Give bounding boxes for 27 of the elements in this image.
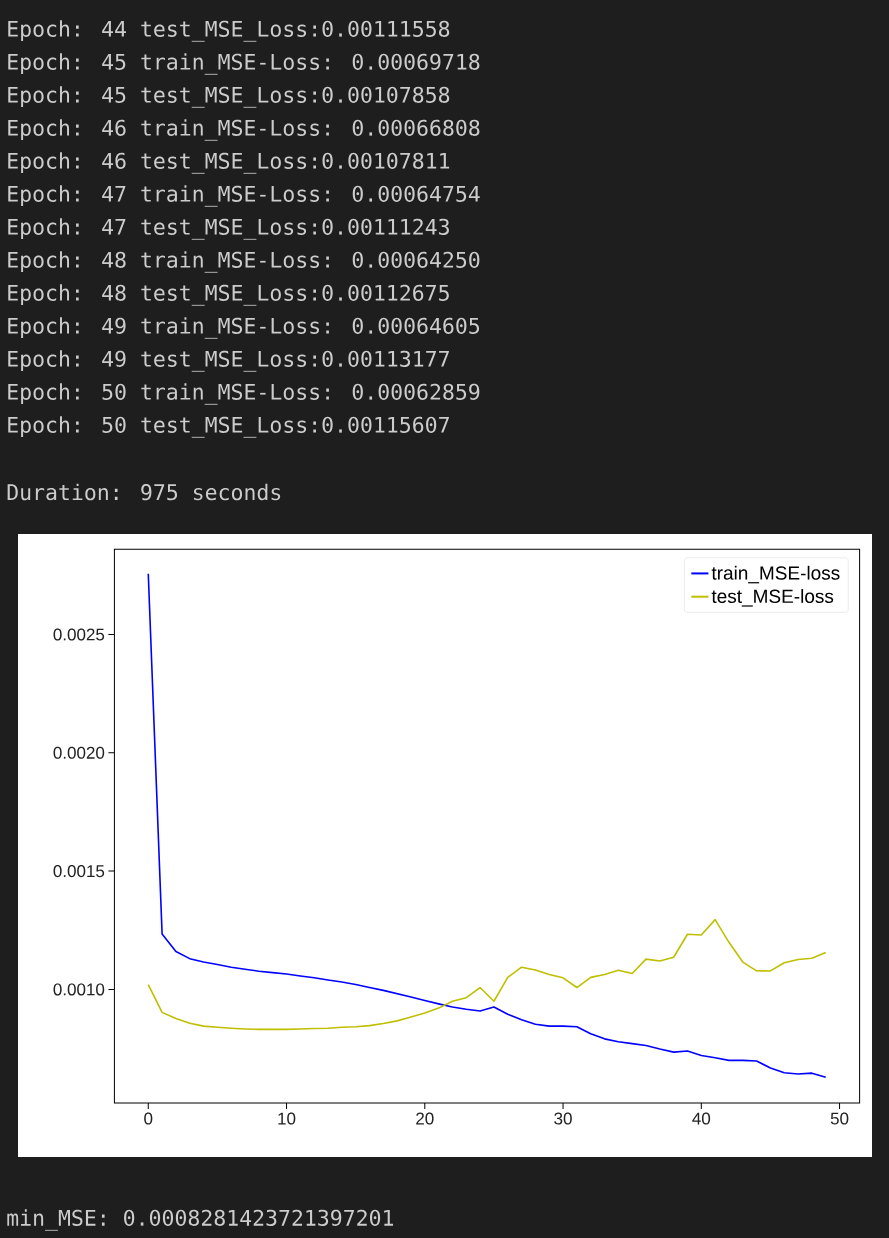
y-tick-label: 0.0015 [53,865,105,878]
text: Epoch: 48 train_MSE-Loss: 0.00064250 [8,251,480,273]
legend-label: train_MSE-loss [711,565,840,584]
text: Epoch: 47 test_MSE_Loss:0.00111243 [8,218,449,240]
text: Epoch: 49 test_MSE_Loss:0.00113177 [8,350,449,372]
text: Epoch: 44 test_MSE_Loss:0.00111558 [8,20,450,42]
text: Epoch: 45 train_MSE-Loss: 0.00069718 [8,53,480,75]
y-tick-label: 0.0025 [53,628,105,641]
text: min_MSE: 0.0008281423721397201 [7,1209,394,1231]
text: Epoch: 46 test_MSE_Loss:0.00107811 [8,152,450,174]
x-tick-label: 10 [278,1112,296,1125]
x-tick-label: 30 [554,1112,572,1125]
text: Epoch: 45 test_MSE_Loss:0.00107858 [8,86,450,108]
legend-label: test_MSE-loss [711,589,834,607]
text: Epoch: 50 test_MSE_Loss:0.00115607 [8,416,449,438]
text: Epoch: 47 train_MSE-Loss: 0.00064754 [8,185,480,207]
y-tick-label: 0.0020 [53,746,105,759]
text: Epoch: 49 train_MSE-Loss: 0.00064605 [8,317,480,339]
x-tick-label: 40 [692,1112,711,1125]
text: Duration: 975 seconds [7,483,281,501]
x-tick-label: 20 [416,1112,434,1125]
text: Epoch: 46 train_MSE-Loss: 0.00066808 [8,119,480,141]
y-tick-label: 0.0010 [53,983,105,996]
text: Epoch: 48 test_MSE_Loss:0.00112675 [8,284,449,306]
x-tick-label: 50 [830,1112,849,1125]
x-tick-label: 0 [144,1112,153,1125]
text: Epoch: 50 train_MSE-Loss: 0.00062859 [8,383,480,405]
